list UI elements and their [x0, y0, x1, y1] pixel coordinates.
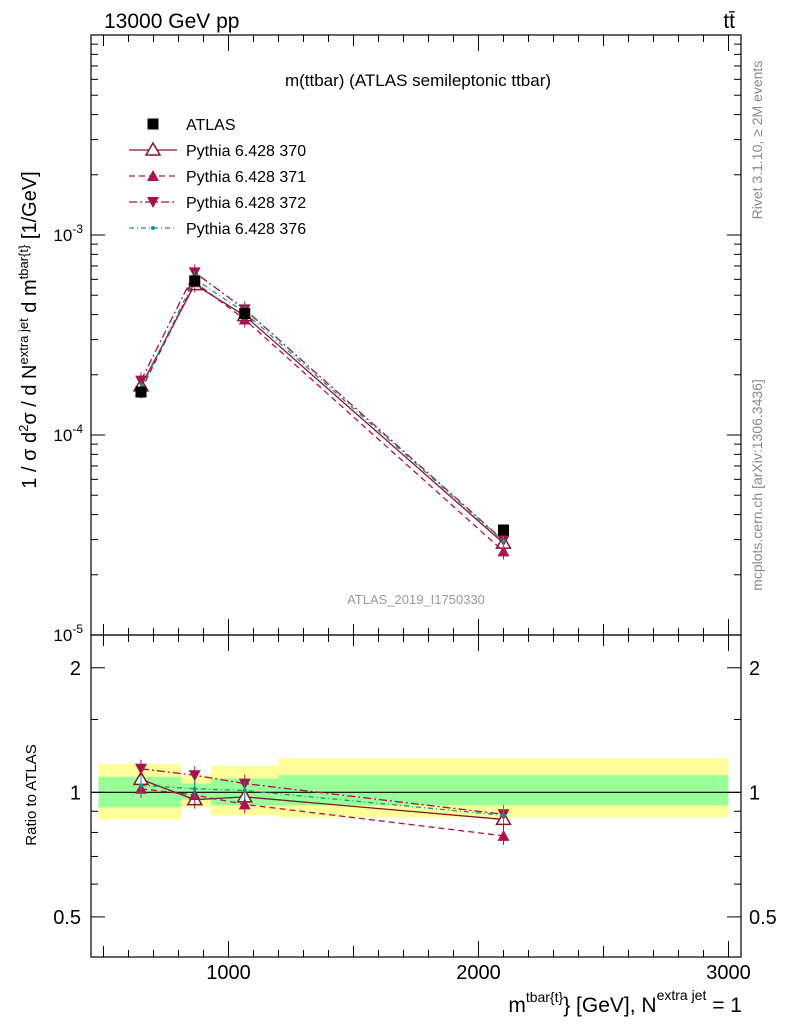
series-line-4 — [140, 277, 504, 542]
main-y-label: 1 / σ d2σ / d Nextra jet d mtbar{t} [1/G… — [16, 171, 41, 488]
ratio-y-tick-label: 0.5 — [53, 907, 81, 929]
ratio-bands — [91, 758, 741, 820]
x-tick-label: 1000 — [206, 962, 251, 984]
main-marks — [132, 264, 512, 560]
chart-title: m(ttbar) (ATLAS semileptonic ttbar) — [285, 71, 551, 90]
main-axes: 10-5 10-4 10-3 — [53, 34, 742, 645]
y-tick-label: 10-4 — [53, 422, 83, 445]
data-point — [501, 539, 506, 544]
header-right: tt̄ — [723, 10, 735, 33]
data-point — [497, 545, 510, 557]
ratio-line-2 — [140, 788, 504, 837]
legend-marker — [144, 141, 162, 156]
legend-marker — [151, 226, 155, 230]
legend-marker — [147, 118, 159, 130]
ratio-y-tick-label: 2 — [749, 658, 760, 680]
ratio-y-tick-label: 2 — [70, 658, 81, 680]
y-tick-label: 10-3 — [53, 222, 83, 245]
ratio-point — [135, 763, 147, 775]
x-axis-label: mtbar{t}} [GeV], Nextra jet = 1 — [508, 987, 742, 1017]
ratio-point — [139, 783, 143, 788]
atlas-point — [498, 524, 509, 536]
ratio-point — [192, 786, 197, 791]
x-tick-label: 2000 — [456, 962, 501, 984]
legend-label: Pythia 6.428 370 — [186, 143, 306, 160]
legend-label: Pythia 6.428 371 — [186, 169, 306, 186]
ratio-point — [497, 829, 510, 841]
y-tick-label: 10-5 — [53, 622, 83, 645]
atlas-point — [189, 275, 201, 287]
legend-marker — [147, 170, 159, 181]
ratio-y-tick-label: 1 — [70, 782, 81, 804]
legend-label: ATLAS — [186, 117, 236, 134]
ratio-point — [242, 788, 247, 793]
legend-marker — [147, 197, 159, 208]
ratio-y-label: Ratio to ATLAS — [23, 744, 40, 845]
x-tick-label: 3000 — [706, 962, 751, 984]
legend-label: Pythia 6.428 376 — [186, 221, 306, 238]
legend: ATLAS Pythia 6.428 370 Pythia 6.428 371 Pyt… — [129, 117, 306, 238]
ratio-line-4 — [140, 784, 504, 816]
ratio-y-tick-label: 0.5 — [749, 907, 777, 929]
series-line-2 — [140, 281, 504, 552]
uncertainty-band-inner — [278, 775, 729, 806]
ratio-line-3 — [140, 768, 504, 815]
ratio-point — [238, 798, 251, 810]
ratio-frame — [90, 634, 742, 958]
mcplots-label: mcplots.cern.ch [arXiv:1306.3436] — [749, 379, 765, 591]
legend-label: Pythia 6.428 372 — [186, 195, 306, 212]
ratio-line-1 — [140, 778, 504, 821]
series-line-3 — [140, 271, 504, 541]
atlas-point — [135, 386, 147, 398]
watermark: ATLAS_2019_I1750330 — [347, 592, 485, 607]
ratio-point — [501, 813, 506, 818]
ratio-panel: 0.5 0.5 1 1 2 2 1000 2000 3000 — [53, 634, 777, 984]
series-line-1 — [140, 283, 504, 544]
atlas-point — [239, 308, 251, 320]
rivet-label: Rivet 3.1.10, ≥ 2M events — [749, 61, 765, 220]
main-panel: m(ttbar) (ATLAS semileptonic ttbar) ATLA… — [53, 34, 742, 645]
ratio-marks — [132, 759, 512, 845]
header-left: 13000 GeV pp — [104, 10, 239, 33]
ratio-y-tick-label: 1 — [749, 782, 760, 804]
ratio-axes: 0.5 0.5 1 1 2 2 1000 2000 3000 — [53, 634, 777, 984]
ratio-point — [188, 770, 201, 782]
